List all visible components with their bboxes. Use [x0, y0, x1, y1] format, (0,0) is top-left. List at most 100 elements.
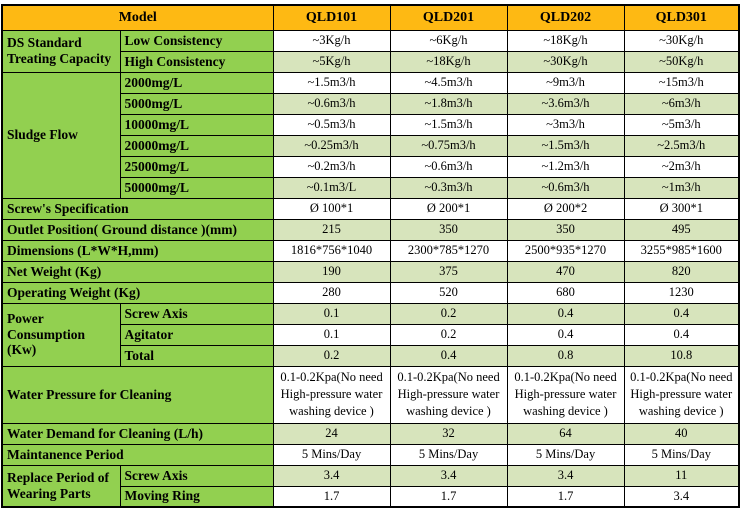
- cell-value: ~1.2m3/h: [506, 155, 625, 178]
- row-label: Low Consistency: [119, 29, 274, 52]
- group-label-capacity: DS Standard Treating Capacity: [1, 29, 121, 73]
- row-label-outlet-position: Outlet Position( Ground distance )(mm): [1, 218, 274, 241]
- cell-value: ~1.8m3/h: [389, 92, 508, 115]
- cell-value: 10.8: [623, 344, 740, 367]
- cell-value: 375: [389, 260, 508, 283]
- cell-value: 470: [506, 260, 625, 283]
- table-row: Sludge Flow 2000mg/L ~1.5m3/h ~4.5m3/h ~…: [1, 71, 740, 199]
- cell-value: Ø 200*2: [506, 197, 625, 220]
- header-model-qld301: QLD301: [623, 4, 740, 31]
- cell-value: 0.1: [272, 302, 391, 325]
- row-label-screw-specification: Screw's Specification: [1, 197, 274, 220]
- cell-value: 24: [272, 422, 391, 445]
- table-row: Operating Weight (Kg) 280 520 680 1230: [1, 281, 740, 304]
- cell-value: ~50Kg/h: [623, 50, 740, 73]
- cell-value: ~3.6m3/h: [506, 92, 625, 115]
- cell-value: ~0.25m3/h: [272, 134, 391, 157]
- row-label-operating-weight: Operating Weight (Kg): [1, 281, 274, 304]
- table-row: 10000mg/L ~0.5m3/h ~1.5m3/h ~3m3/h ~5m3/…: [2, 113, 740, 136]
- header-row: Model QLD101 QLD201 QLD202 QLD301: [1, 4, 740, 31]
- cell-value: 1.7: [272, 485, 391, 508]
- cell-value: 3.4: [506, 464, 625, 487]
- cell-value: 350: [389, 218, 508, 241]
- group-label-replace-period: Replace Period of Wearing Parts: [1, 464, 121, 508]
- cell-value: 2500*935*1270: [506, 239, 625, 262]
- cell-value: ~0.1m3/L: [272, 176, 391, 199]
- cell-value: 0.1-0.2Kpa(No need High-pressure water w…: [389, 365, 508, 424]
- table-row: 25000mg/L ~0.2m3/h ~0.6m3/h ~1.2m3/h ~2m…: [2, 155, 740, 178]
- cell-value: ~1m3/h: [623, 176, 740, 199]
- row-label: Moving Ring: [119, 485, 274, 508]
- cell-value: Ø 200*1: [389, 197, 508, 220]
- cell-value: 0.2: [389, 323, 508, 346]
- cell-value: 0.4: [389, 344, 508, 367]
- cell-value: ~0.6m3/h: [389, 155, 508, 178]
- header-model-qld201: QLD201: [389, 4, 508, 31]
- cell-value: 0.4: [506, 302, 625, 325]
- row-label: Screw Axis: [119, 302, 274, 325]
- cell-value: 3255*985*1600: [623, 239, 740, 262]
- cell-value: Ø 100*1: [272, 197, 391, 220]
- table-row: Net Weight (Kg) 190 375 470 820: [1, 260, 740, 283]
- cell-value: 40: [623, 422, 740, 445]
- row-label: Agitator: [119, 323, 274, 346]
- cell-value: 0.1-0.2Kpa(No need High-pressure water w…: [506, 365, 625, 424]
- table-row: Water Pressure for Cleaning 0.1-0.2Kpa(N…: [1, 365, 740, 424]
- cell-value: 215: [272, 218, 391, 241]
- cell-value: 280: [272, 281, 391, 304]
- cell-value: ~15m3/h: [623, 71, 740, 94]
- cell-value: 5 Mins/Day: [272, 443, 391, 466]
- table-row: DS Standard Treating Capacity Low Consis…: [1, 29, 740, 73]
- cell-value: ~18Kg/h: [389, 50, 508, 73]
- cell-value: 1816*756*1040: [272, 239, 391, 262]
- cell-value: 0.2: [389, 302, 508, 325]
- cell-value: 820: [623, 260, 740, 283]
- table-row: Maintanence Period 5 Mins/Day 5 Mins/Day…: [1, 443, 740, 466]
- cell-value: ~30Kg/h: [623, 29, 740, 52]
- cell-value: ~1.5m3/h: [389, 113, 508, 136]
- cell-value: ~0.5m3/h: [272, 113, 391, 136]
- row-label: 20000mg/L: [119, 134, 274, 157]
- table-row: High Consistency ~5Kg/h ~18Kg/h ~30Kg/h …: [2, 50, 740, 73]
- cell-value: ~3Kg/h: [272, 29, 391, 52]
- cell-value: ~0.3m3/h: [389, 176, 508, 199]
- cell-value: 3.4: [389, 464, 508, 487]
- row-label: High Consistency: [119, 50, 274, 73]
- row-label: 2000mg/L: [119, 71, 274, 94]
- cell-value: ~30Kg/h: [506, 50, 625, 73]
- cell-value: 0.1-0.2Kpa(No need High-pressure water w…: [623, 365, 740, 424]
- cell-value: ~4.5m3/h: [389, 71, 508, 94]
- row-label-dimensions: Dimensions (L*W*H,mm): [1, 239, 274, 262]
- cell-value: ~6Kg/h: [389, 29, 508, 52]
- cell-value: 3.4: [623, 485, 740, 508]
- table-row: Moving Ring 1.7 1.7 1.7 3.4: [2, 485, 740, 508]
- cell-value: 5 Mins/Day: [623, 443, 740, 466]
- table-row: Screw's Specification Ø 100*1 Ø 200*1 Ø …: [1, 197, 740, 220]
- row-label: Screw Axis: [119, 464, 274, 487]
- cell-value: 5 Mins/Day: [506, 443, 625, 466]
- cell-value: ~0.6m3/h: [506, 176, 625, 199]
- cell-value: 0.8: [506, 344, 625, 367]
- cell-value: 350: [506, 218, 625, 241]
- cell-value: ~0.6m3/h: [272, 92, 391, 115]
- row-label-water-demand: Water Demand for Cleaning (L/h): [1, 422, 274, 445]
- row-label: 25000mg/L: [119, 155, 274, 178]
- row-label: Total: [119, 344, 274, 367]
- cell-value: Ø 300*1: [623, 197, 740, 220]
- cell-value: ~0.2m3/h: [272, 155, 391, 178]
- cell-value: ~18Kg/h: [506, 29, 625, 52]
- table-row: Total 0.2 0.4 0.8 10.8: [2, 344, 740, 367]
- cell-value: 11: [623, 464, 740, 487]
- spec-table: Model QLD101 QLD201 QLD202 QLD301 DS Sta…: [1, 4, 741, 508]
- cell-value: 0.4: [506, 323, 625, 346]
- table-row: Agitator 0.1 0.2 0.4 0.4: [2, 323, 740, 346]
- cell-value: 3.4: [272, 464, 391, 487]
- cell-value: 680: [506, 281, 625, 304]
- header-model-qld202: QLD202: [506, 4, 625, 31]
- cell-value: 0.1: [272, 323, 391, 346]
- cell-value: 520: [389, 281, 508, 304]
- table-row: Outlet Position( Ground distance )(mm) 2…: [1, 218, 740, 241]
- row-label: 5000mg/L: [119, 92, 274, 115]
- cell-value: 2300*785*1270: [389, 239, 508, 262]
- cell-value: ~1.5m3/h: [506, 134, 625, 157]
